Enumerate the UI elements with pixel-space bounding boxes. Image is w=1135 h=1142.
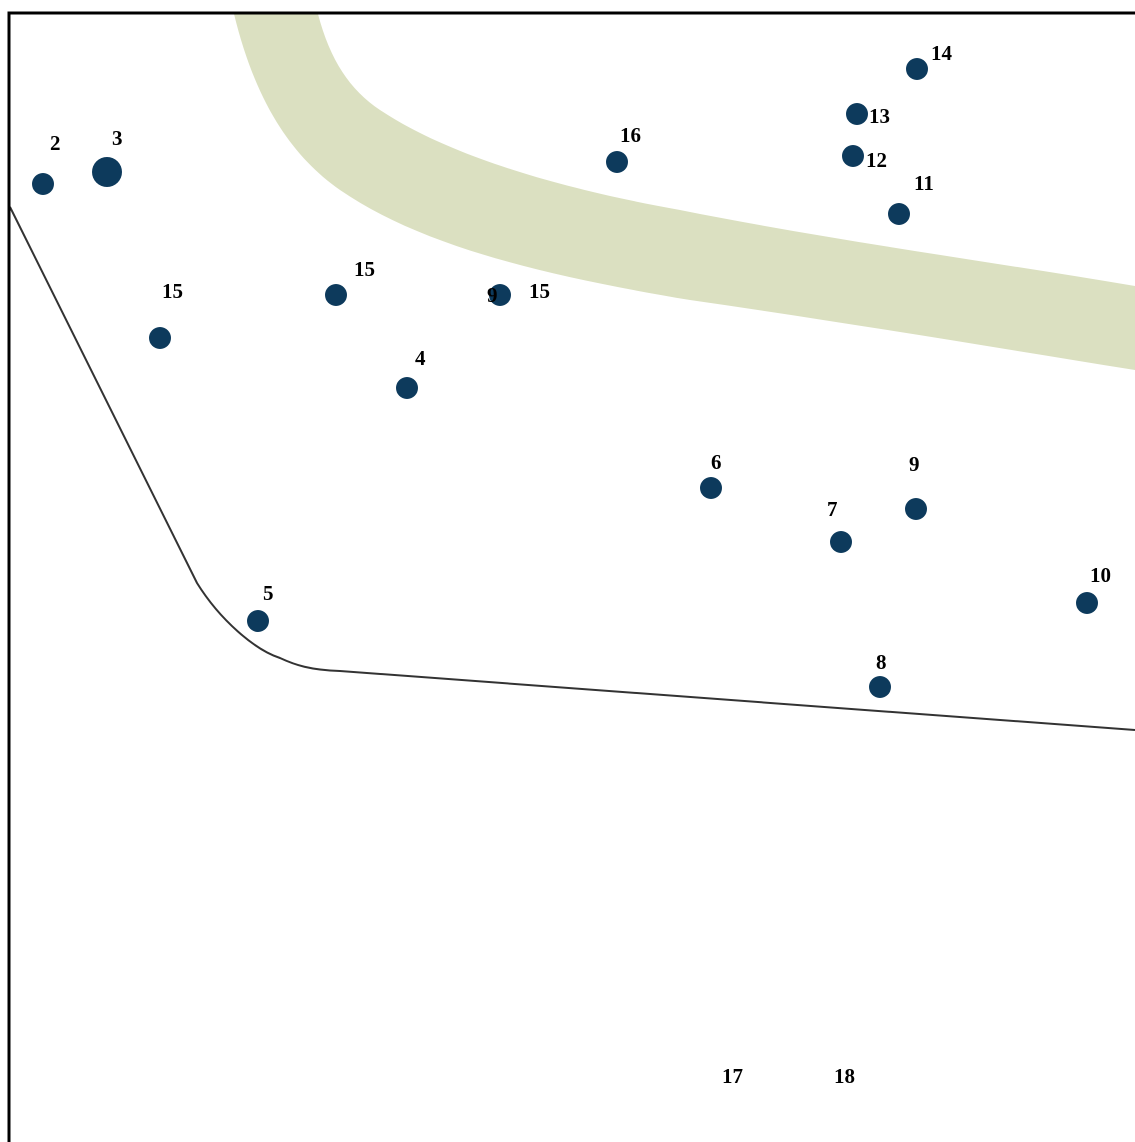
marker-label: 6 [711, 450, 722, 474]
marker-9b[interactable] [905, 498, 927, 520]
marker-4[interactable] [396, 377, 418, 399]
marker-label: 13 [869, 104, 890, 128]
marker-label: 16 [620, 123, 641, 147]
marker-6[interactable] [700, 477, 722, 499]
marker-label: 10 [1090, 563, 1111, 587]
curved-band [234, 14, 1135, 370]
map-frame-border [7, 11, 1135, 1142]
boundary-line [9, 206, 1135, 731]
bottom-label: 18 [834, 1064, 855, 1088]
marker-label: 5 [263, 581, 274, 605]
marker-7[interactable] [830, 531, 852, 553]
marker-11[interactable] [888, 203, 910, 225]
marker-label: 12 [866, 148, 887, 172]
bottom-label: 17 [722, 1064, 743, 1088]
marker-label: 15 [529, 279, 550, 303]
marker-label: 15 [162, 279, 183, 303]
marker-label: 4 [415, 346, 426, 370]
marker-16[interactable] [606, 151, 628, 173]
marker-3[interactable] [92, 157, 122, 187]
marker-12[interactable] [842, 145, 864, 167]
marker-label: 8 [876, 650, 887, 674]
marker-label: 7 [827, 497, 838, 521]
marker-label: 9 [487, 283, 498, 307]
marker-label: 14 [931, 41, 953, 65]
marker-label: 11 [914, 171, 934, 195]
marker-13[interactable] [846, 103, 868, 125]
marker-5[interactable] [247, 610, 269, 632]
marker-10[interactable] [1076, 592, 1098, 614]
marker-label: 2 [50, 131, 61, 155]
marker-14[interactable] [906, 58, 928, 80]
markers-layer [32, 58, 1098, 698]
marker-8[interactable] [869, 676, 891, 698]
marker-15b[interactable] [325, 284, 347, 306]
marker-2[interactable] [32, 173, 54, 195]
marker-label: 15 [354, 257, 375, 281]
marker-label: 3 [112, 126, 123, 150]
marker-9a[interactable] [489, 284, 511, 306]
labels-layer: 2 3 16 14 13 12 11 15 15 9 15 4 6 9 7 10… [50, 41, 1111, 1088]
marker-label: 9 [909, 452, 920, 476]
marker-15a[interactable] [149, 327, 171, 349]
